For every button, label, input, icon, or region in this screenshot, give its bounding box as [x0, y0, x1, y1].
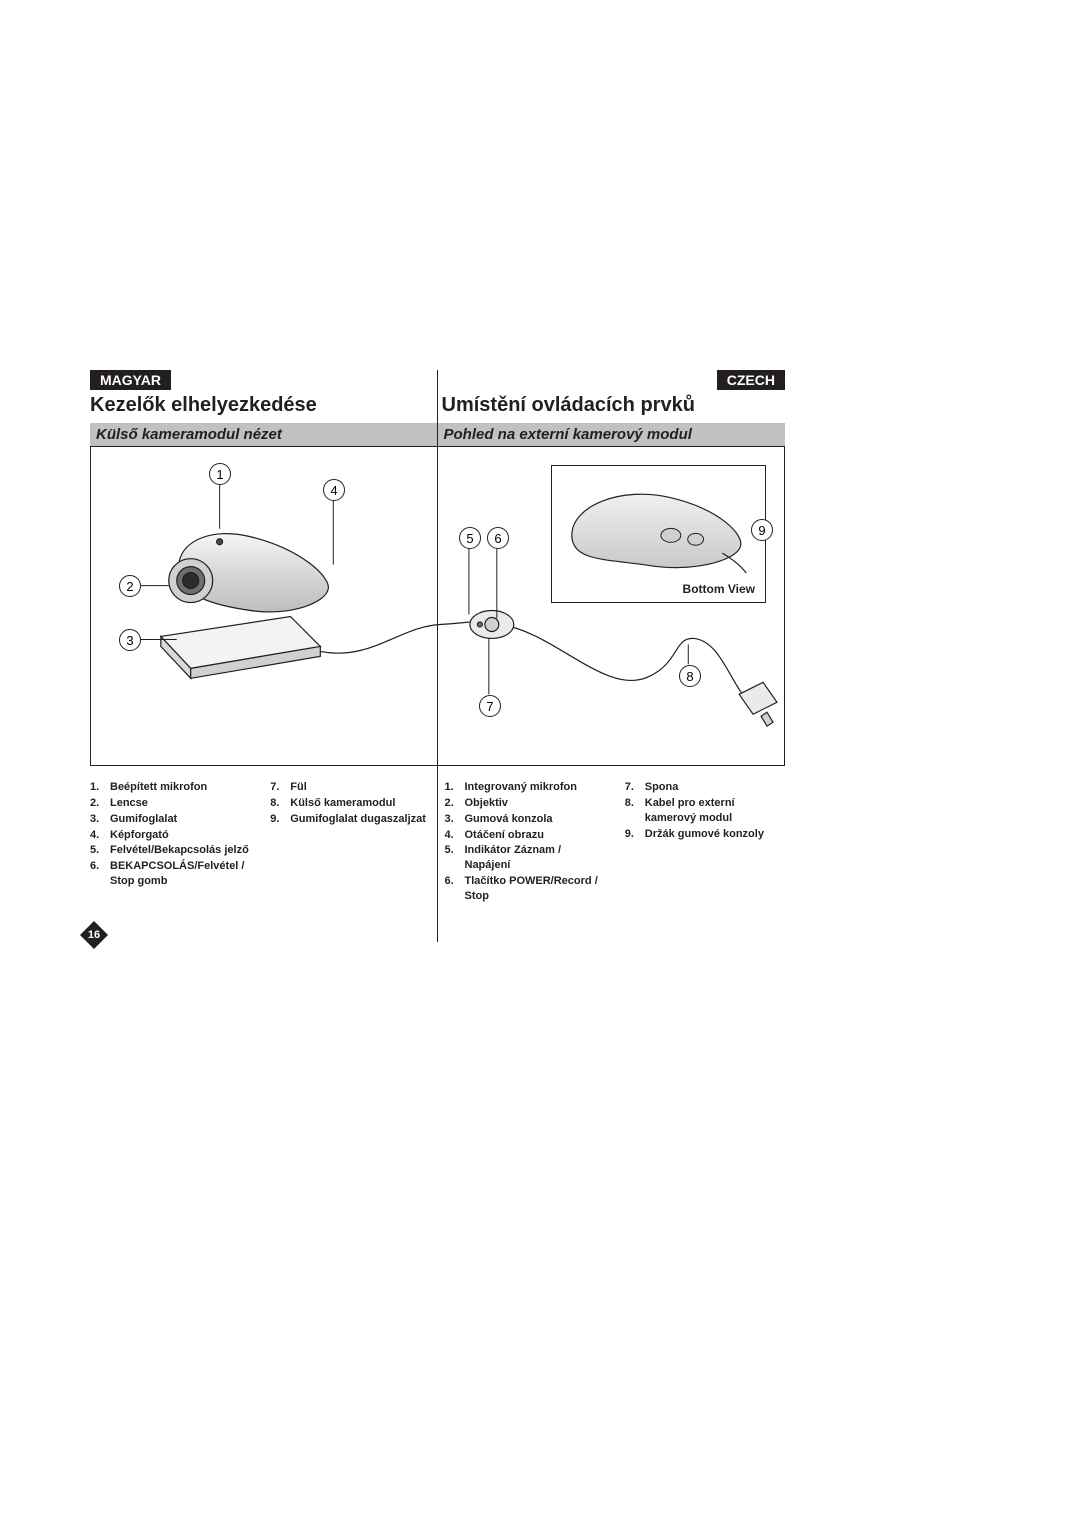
callout-2: 2 [119, 575, 141, 597]
manual-page: MAGYAR CZECH Kezelők elhelyezkedése Umís… [90, 370, 785, 905]
title-right: Umístění ovládacích prvků [434, 392, 786, 423]
lang-cell-left: MAGYAR [90, 370, 438, 390]
legend-item: Kabel pro externí kamerový modul [625, 796, 785, 826]
subtitle-left: Külső kameramodul nézet [90, 423, 438, 446]
legend-item: Lencse [90, 796, 250, 811]
legend-item: Gumifoglalat [90, 812, 250, 827]
title-left: Kezelők elhelyezkedése [90, 392, 434, 423]
legend-left: Beépített mikrofonLencseGumifoglalatKépf… [90, 780, 437, 905]
lang-tag-left: MAGYAR [90, 370, 171, 390]
callout-3: 3 [119, 629, 141, 651]
lang-cell-right: CZECH [438, 370, 786, 390]
legend-item: Držák gumové konzoly [625, 827, 785, 842]
legend-item: Gumifoglalat dugaszaljzat [270, 812, 430, 827]
legend-left-col2: FülKülső kameramodulGumifoglalat dugasza… [270, 780, 430, 905]
legend-item: Otáčení obrazu [445, 828, 605, 843]
page-number-badge: 16 [80, 921, 108, 949]
bottom-view-box: Bottom View [551, 465, 766, 603]
legend-item: BEKAPCSOLÁS/Felvétel / Stop gomb [90, 859, 250, 889]
callout-6: 6 [487, 527, 509, 549]
legend-item: Felvétel/Bekapcsolás jelző [90, 843, 250, 858]
legend-item: Tlačítko POWER/Record / Stop [445, 874, 605, 904]
legend-item: Fül [270, 780, 430, 795]
callout-8: 8 [679, 665, 701, 687]
callout-9: 9 [751, 519, 773, 541]
legend-item: Integrovaný mikrofon [445, 780, 605, 795]
callout-1: 1 [209, 463, 231, 485]
legend-right-col1: Integrovaný mikrofonObjektivGumová konzo… [445, 780, 605, 905]
legend-item: Beépített mikrofon [90, 780, 250, 795]
subtitle-right: Pohled na externí kamerový modul [438, 423, 786, 446]
legend-right-col2: SponaKabel pro externí kamerový modulDrž… [625, 780, 785, 905]
legend-item: Külső kameramodul [270, 796, 430, 811]
legend-item: Gumová konzola [445, 812, 605, 827]
page-number: 16 [80, 921, 108, 949]
callout-7: 7 [479, 695, 501, 717]
lang-tag-right: CZECH [717, 370, 785, 390]
legend-item: Objektiv [445, 796, 605, 811]
legend-item: Képforgató [90, 828, 250, 843]
legend-left-col1: Beépített mikrofonLencseGumifoglalatKépf… [90, 780, 250, 905]
legend-item: Indikátor Záznam / Napájení [445, 843, 605, 873]
diagram-box: Bottom View 1 2 3 4 56 7 8 9 [90, 446, 785, 766]
legend-item: Spona [625, 780, 785, 795]
bottom-view-label: Bottom View [683, 582, 755, 596]
callout-4: 4 [323, 479, 345, 501]
callout-5: 5 [459, 527, 481, 549]
legend-right: Integrovaný mikrofonObjektivGumová konzo… [437, 780, 786, 905]
